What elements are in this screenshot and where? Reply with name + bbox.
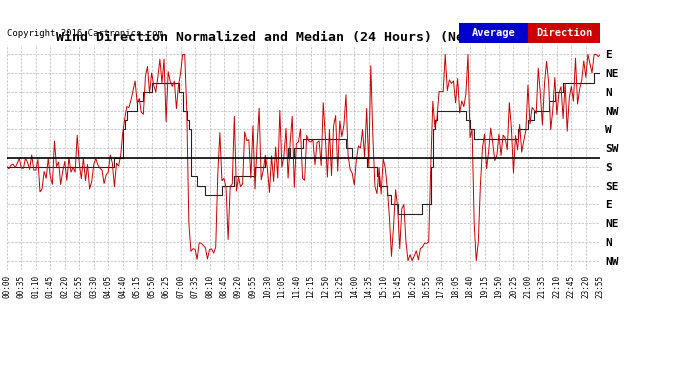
- Text: Average: Average: [471, 28, 515, 38]
- Title: Wind Direction Normalized and Median (24 Hours) (New) 20160921: Wind Direction Normalized and Median (24…: [56, 31, 551, 44]
- Text: Copyright 2016 Cartronics.com: Copyright 2016 Cartronics.com: [7, 28, 163, 38]
- Text: Direction: Direction: [536, 28, 592, 38]
